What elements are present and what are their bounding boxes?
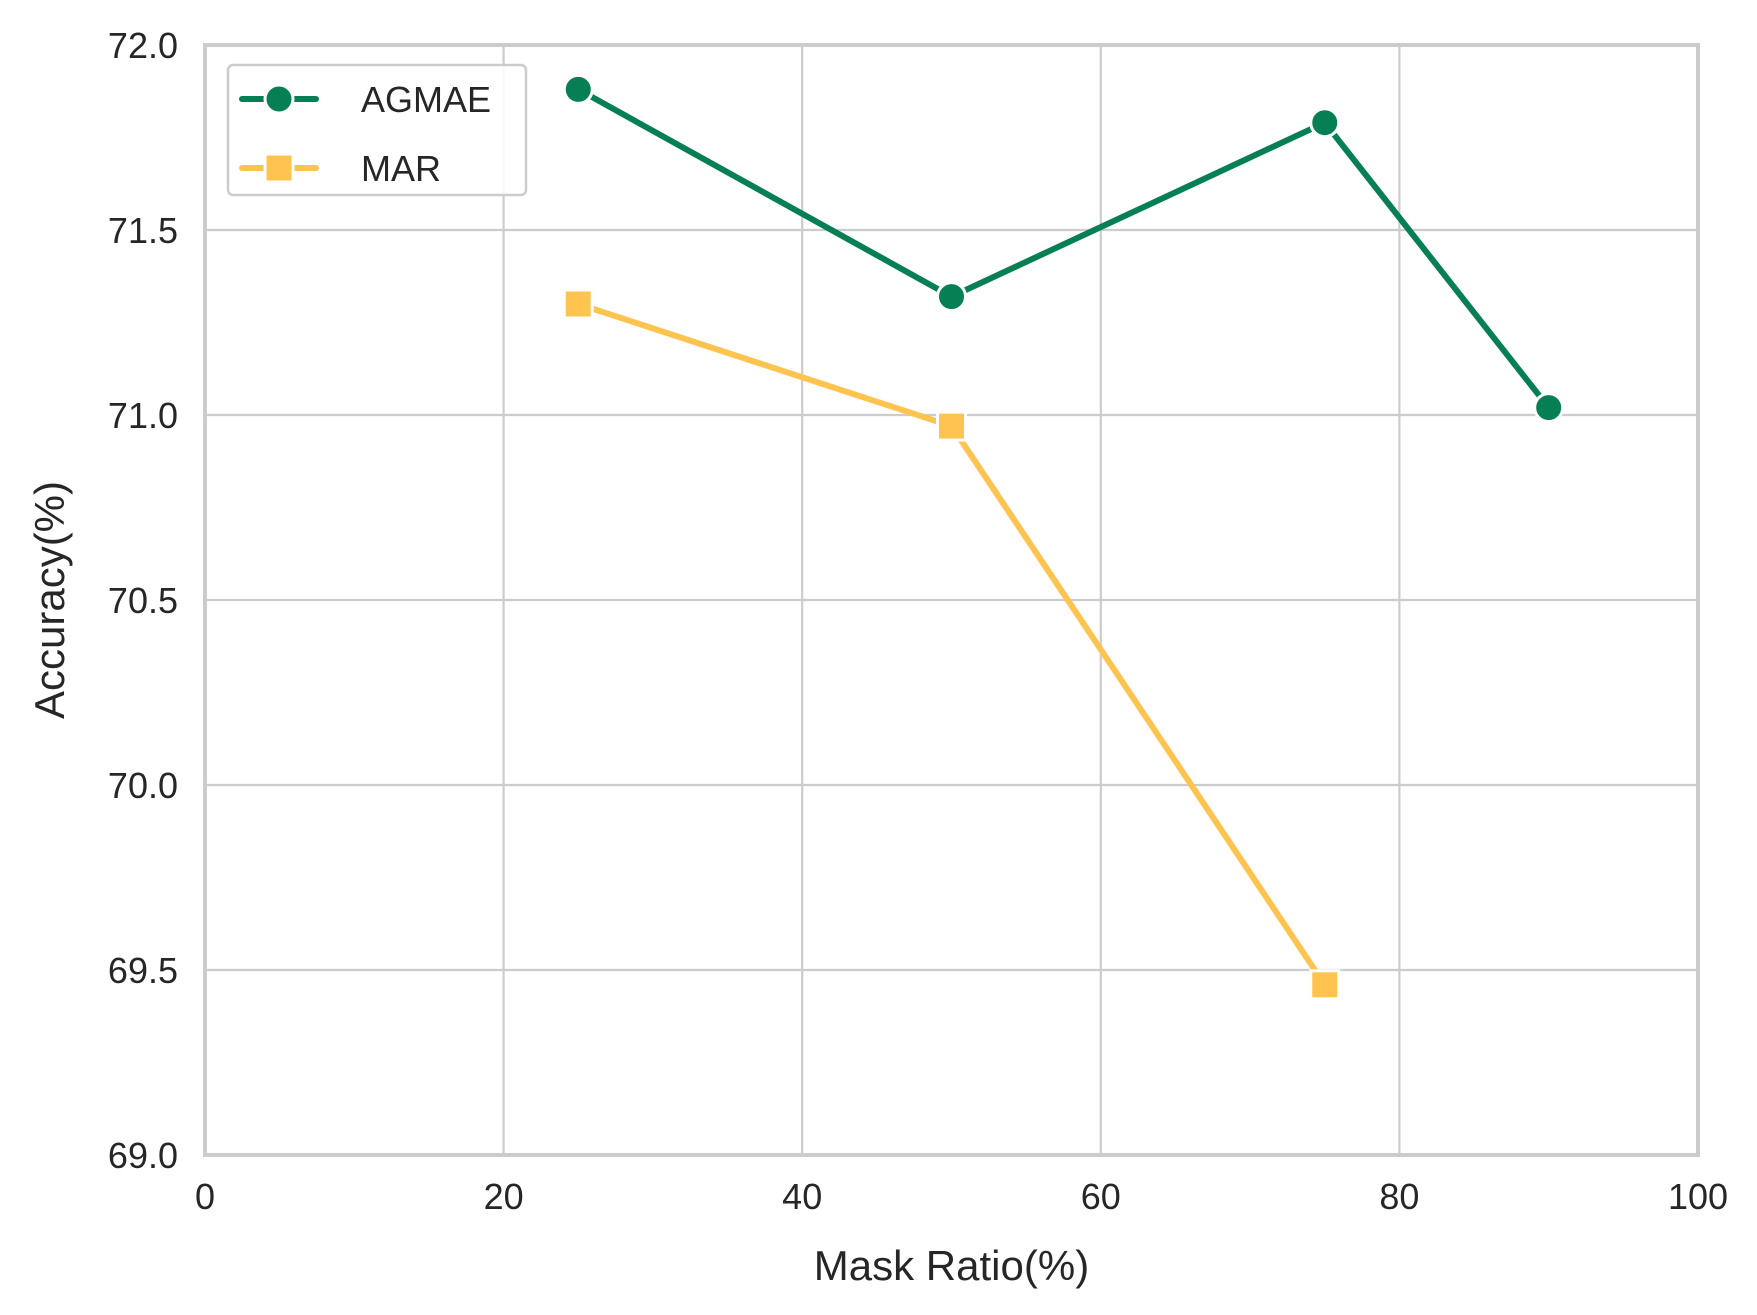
legend-marker [263, 83, 295, 115]
x-axis-ticks: 0 20 40 60 80 100 [195, 1176, 1728, 1217]
data-point [936, 410, 967, 442]
series-mar [562, 288, 1341, 1001]
legend-item-agmae: AGMAE [239, 79, 491, 120]
y-axis-ticks: 69.0 69.5 70.0 70.5 71.0 71.5 72.0 [108, 25, 178, 1176]
x-tick-label: 40 [782, 1176, 822, 1217]
x-tick-label: 0 [195, 1176, 215, 1217]
data-point [562, 73, 594, 105]
plot-frame [203, 43, 1700, 1157]
data-point [1309, 969, 1341, 1001]
legend-item-mar: MAR [239, 148, 441, 189]
legend-label: AGMAE [361, 79, 491, 120]
x-tick-label: 80 [1379, 1176, 1419, 1217]
y-axis-title: Accuracy(%) [26, 481, 73, 719]
x-tick-label: 100 [1668, 1176, 1728, 1217]
y-tick-label: 69.0 [108, 1135, 178, 1176]
y-tick-label: 71.5 [108, 210, 178, 251]
y-tick-label: 70.0 [108, 765, 178, 806]
series-line [575, 86, 1552, 411]
y-tick-label: 71.0 [108, 395, 178, 436]
data-point [562, 288, 594, 320]
x-axis-title: Mask Ratio(%) [814, 1242, 1089, 1289]
data-point [1533, 392, 1565, 424]
y-tick-label: 70.5 [108, 580, 178, 621]
series-agmae [562, 73, 1565, 424]
data-point [1309, 107, 1341, 139]
series [562, 73, 1565, 1001]
y-tick-label: 69.5 [108, 950, 178, 991]
data-point [936, 281, 967, 313]
x-tick-label: 60 [1081, 1176, 1121, 1217]
legend-marker [263, 152, 295, 184]
legend-label: MAR [361, 148, 441, 189]
x-tick-label: 20 [484, 1176, 524, 1217]
legend: AGMAE MAR [226, 63, 528, 197]
y-tick-label: 72.0 [108, 25, 178, 66]
